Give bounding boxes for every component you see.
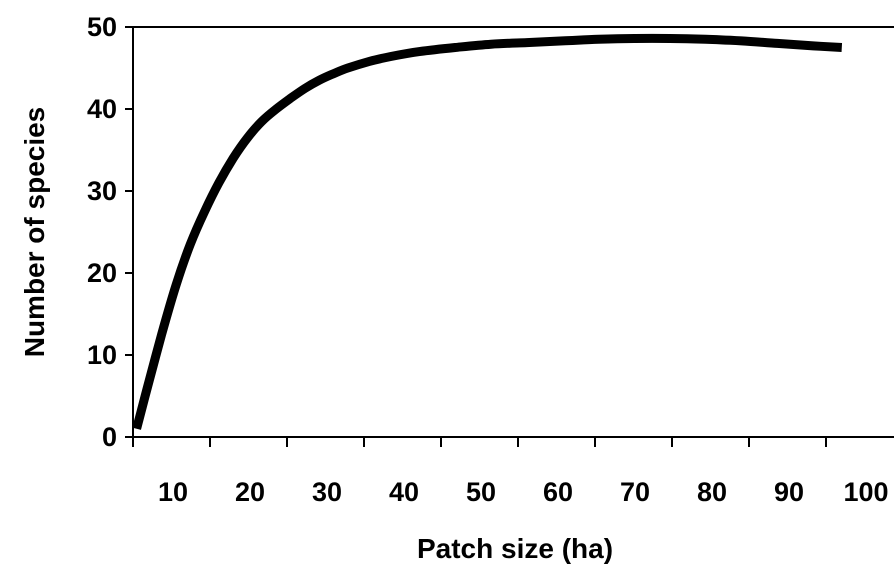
y-tick-label: 30 — [87, 176, 117, 206]
x-tick-label: 60 — [543, 477, 573, 507]
series-line-0 — [132, 33, 843, 430]
x-axis: 10 20 30 40 50 60 70 80 90 100 — [132, 437, 889, 507]
x-tick-label: 90 — [774, 477, 804, 507]
x-tick-label: 40 — [389, 477, 419, 507]
y-tick-label: 0 — [102, 422, 117, 452]
x-tick-label: 10 — [158, 477, 188, 507]
x-axis-title: Patch size (ha) — [417, 533, 613, 564]
x-tick-label: 100 — [843, 477, 888, 507]
y-tick-label: 20 — [87, 258, 117, 288]
x-tick-label: 70 — [620, 477, 650, 507]
y-axis: 0 10 20 30 40 50 — [87, 12, 133, 452]
y-tick-label: 10 — [87, 340, 117, 370]
x-tick-label: 50 — [466, 477, 496, 507]
x-tick-label: 80 — [697, 477, 727, 507]
y-tick-label: 40 — [87, 94, 117, 124]
y-tick-label: 50 — [87, 12, 117, 42]
y-axis-title: Number of species — [19, 107, 50, 358]
plot-frame — [132, 26, 894, 438]
x-tick-label: 30 — [312, 477, 342, 507]
series-layer — [132, 33, 843, 430]
x-tick-label: 20 — [235, 477, 265, 507]
